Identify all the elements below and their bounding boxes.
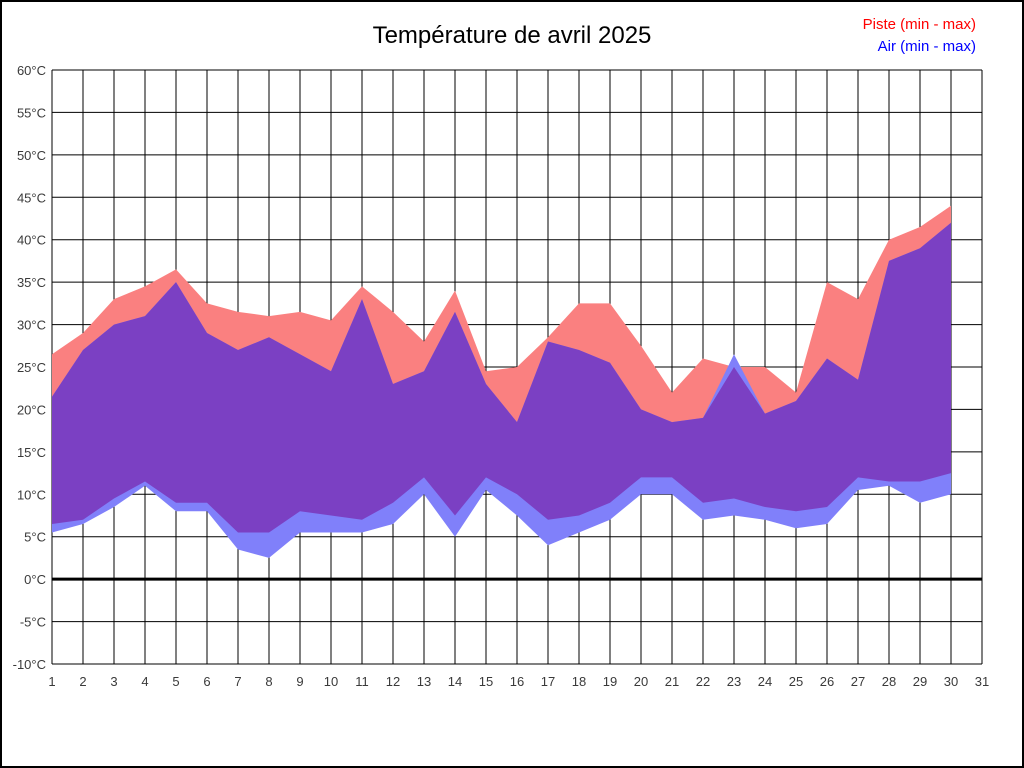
x-tick-label: 19 xyxy=(603,674,617,689)
x-tick-label: 17 xyxy=(541,674,555,689)
x-tick-label: 24 xyxy=(758,674,772,689)
y-tick-label: -10°C xyxy=(13,657,46,672)
x-tick-label: 2 xyxy=(79,674,86,689)
x-tick-label: 7 xyxy=(234,674,241,689)
x-tick-label: 30 xyxy=(944,674,958,689)
y-tick-label: 0°C xyxy=(24,572,46,587)
y-tick-label: 60°C xyxy=(17,63,46,78)
x-tick-label: 3 xyxy=(110,674,117,689)
chart-legend: Piste (min - max) Air (min - max) xyxy=(863,14,976,58)
x-tick-label: 26 xyxy=(820,674,834,689)
x-tick-label: 27 xyxy=(851,674,865,689)
y-tick-label: 45°C xyxy=(17,190,46,205)
y-tick-label: 5°C xyxy=(24,530,46,545)
x-tick-label: 29 xyxy=(913,674,927,689)
x-tick-label: 8 xyxy=(265,674,272,689)
x-tick-label: 1 xyxy=(48,674,55,689)
overlap-band xyxy=(52,222,951,533)
y-tick-label: 20°C xyxy=(17,402,46,417)
legend-air-label: Air (min - max) xyxy=(877,38,976,55)
y-tick-label: 10°C xyxy=(17,487,46,502)
x-tick-label: 12 xyxy=(386,674,400,689)
x-tick-label: 28 xyxy=(882,674,896,689)
x-tick-label: 14 xyxy=(448,674,462,689)
x-tick-label: 5 xyxy=(172,674,179,689)
x-tick-label: 22 xyxy=(696,674,710,689)
x-tick-label: 13 xyxy=(417,674,431,689)
x-axis-labels: 1 2 3 4 5 6 7 8 9 10 11 12 13 14 15 16 17 18 19 20 21 22 23 24 2… xyxy=(48,674,989,689)
legend-piste-label: Piste (min - max) xyxy=(862,16,976,33)
x-tick-label: 15 xyxy=(479,674,493,689)
x-tick-label: 18 xyxy=(572,674,586,689)
y-tick-label: -5°C xyxy=(20,615,46,630)
x-tick-label: 20 xyxy=(634,674,648,689)
y-tick-label: 30°C xyxy=(17,318,46,333)
y-tick-label: 55°C xyxy=(17,105,46,120)
x-tick-label: 6 xyxy=(203,674,210,689)
x-tick-label: 31 xyxy=(975,674,989,689)
x-tick-label: 23 xyxy=(727,674,741,689)
y-tick-label: 15°C xyxy=(17,445,46,460)
x-tick-label: 9 xyxy=(296,674,303,689)
x-tick-label: 4 xyxy=(141,674,148,689)
x-tick-label: 11 xyxy=(355,674,369,689)
x-tick-label: 21 xyxy=(665,674,679,689)
chart-title: Température de avril 2025 xyxy=(372,22,652,49)
y-tick-label: 35°C xyxy=(17,275,46,290)
x-tick-label: 10 xyxy=(324,674,338,689)
y-tick-label: 50°C xyxy=(17,148,46,163)
y-axis-labels: 60°C 55°C 50°C 45°C 40°C 35°C 30°C 25°C 20°C 15°C… xyxy=(13,63,46,672)
x-tick-label: 16 xyxy=(510,674,524,689)
y-tick-label: 40°C xyxy=(17,233,46,248)
x-tick-label: 25 xyxy=(789,674,803,689)
y-tick-label: 25°C xyxy=(17,360,46,375)
